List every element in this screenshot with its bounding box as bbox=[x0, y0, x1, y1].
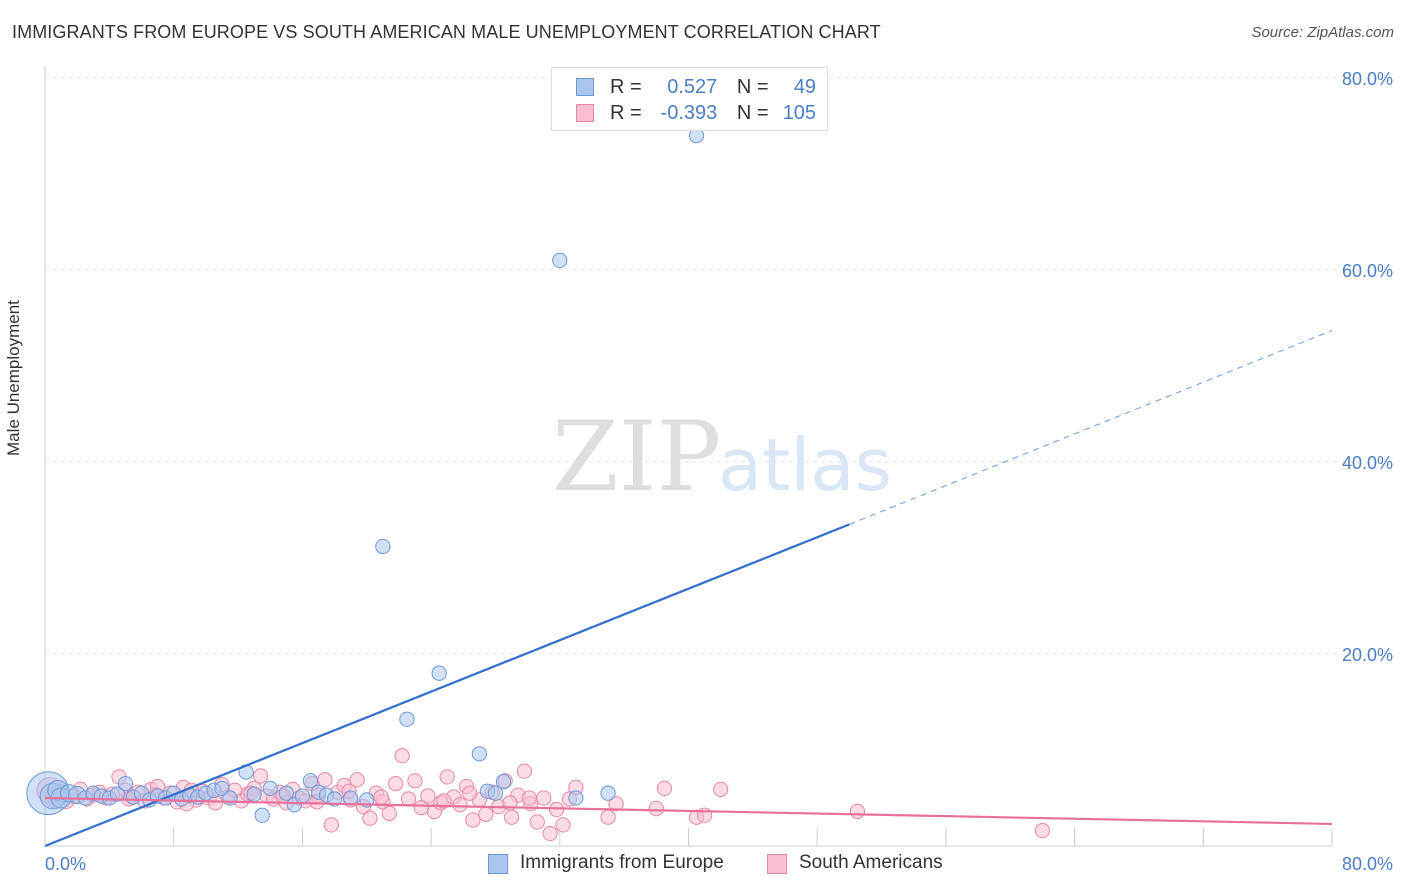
point-south-american bbox=[381, 805, 397, 822]
point-south-american bbox=[516, 763, 533, 779]
point-south-american bbox=[548, 801, 565, 818]
legend-r-label: R = bbox=[610, 102, 642, 124]
y-axis-label: Male Unemployment bbox=[4, 300, 23, 456]
point-europe bbox=[471, 746, 488, 762]
point-south-american bbox=[400, 791, 417, 807]
bottom-legend-label-south-americans: South Americans bbox=[799, 852, 943, 873]
point-south-american bbox=[555, 817, 571, 833]
tick-labels: 20.0% 40.0% 60.0% 80.0% 0.0% 80.0% bbox=[45, 69, 1393, 874]
source-label: Source: ZipAtlas.com bbox=[1251, 24, 1394, 41]
trend-line-europe-extension bbox=[849, 330, 1333, 525]
point-south-american bbox=[713, 781, 729, 798]
legend-n-value: 49 bbox=[793, 76, 817, 98]
legend-swatch-south-americans bbox=[576, 104, 594, 122]
trend-line-europe bbox=[44, 523, 850, 848]
point-europe bbox=[495, 774, 512, 790]
chart-title: IMMIGRANTS FROM EUROPE VS SOUTH AMERICAN… bbox=[12, 22, 881, 42]
correlation-legend: R = 0.527 N = 49 R = -0.393 N = 105 bbox=[551, 67, 828, 131]
legend-n-value: 105 bbox=[782, 102, 817, 124]
legend-r-label: R = bbox=[610, 76, 642, 98]
bottom-legend-swatch-south-americans bbox=[767, 854, 787, 874]
watermark-atlas: atlas bbox=[718, 423, 892, 507]
point-south-american bbox=[849, 803, 866, 820]
x-tick-label: 80.0% bbox=[1342, 854, 1393, 874]
watermark-zip: ZIP bbox=[552, 401, 721, 513]
point-europe bbox=[375, 538, 391, 555]
trend-lines bbox=[44, 330, 1333, 848]
y-tick-label: 40.0% bbox=[1342, 453, 1393, 473]
point-south-american bbox=[536, 790, 552, 806]
y-tick-label: 20.0% bbox=[1342, 645, 1393, 665]
point-south-american bbox=[465, 812, 481, 828]
point-europe bbox=[487, 785, 504, 801]
point-south-american bbox=[648, 800, 664, 817]
point-europe bbox=[326, 791, 343, 807]
legend-n-label: N = bbox=[736, 102, 769, 124]
point-europe bbox=[431, 665, 447, 681]
point-europe bbox=[600, 785, 616, 801]
point-south-american bbox=[462, 785, 478, 801]
point-europe bbox=[552, 252, 568, 269]
point-south-american bbox=[323, 817, 340, 833]
point-south-american bbox=[252, 768, 269, 784]
point-europe bbox=[399, 711, 415, 727]
point-europe bbox=[278, 785, 294, 801]
point-south-american bbox=[600, 809, 616, 825]
watermark: ZIP atlas bbox=[552, 401, 892, 513]
point-europe bbox=[302, 773, 319, 789]
point-south-american bbox=[608, 796, 624, 812]
point-europe bbox=[262, 780, 278, 797]
point-south-american bbox=[436, 793, 452, 809]
point-south-american bbox=[1034, 822, 1051, 839]
grid bbox=[45, 77, 1392, 655]
legend-swatch-europe bbox=[576, 78, 594, 96]
legend-r-value: 0.527 bbox=[667, 76, 718, 98]
point-europe bbox=[246, 786, 262, 802]
legend-n-label: N = bbox=[736, 76, 769, 98]
point-south-american bbox=[439, 769, 455, 785]
point-south-american bbox=[394, 748, 410, 764]
point-south-american bbox=[420, 788, 436, 804]
bottom-legend-label-europe: Immigrants from Europe bbox=[520, 852, 724, 873]
point-south-american bbox=[362, 810, 378, 826]
point-europe bbox=[109, 786, 126, 802]
point-south-american bbox=[452, 797, 468, 813]
y-tick-label: 60.0% bbox=[1342, 261, 1393, 281]
point-europe bbox=[222, 790, 238, 806]
legend-r-value: -0.393 bbox=[660, 102, 718, 124]
point-south-american bbox=[478, 806, 494, 822]
point-europe bbox=[568, 790, 584, 806]
point-south-american bbox=[529, 814, 545, 830]
point-south-american bbox=[521, 790, 537, 806]
trend-line-south-americans bbox=[44, 796, 1333, 826]
y-tick-label: 80.0% bbox=[1342, 69, 1393, 89]
point-south-american bbox=[373, 789, 389, 805]
point-south-american bbox=[407, 773, 423, 789]
point-south-american bbox=[388, 775, 404, 792]
point-europe bbox=[254, 807, 270, 823]
point-europe bbox=[117, 775, 134, 792]
x-tick-label: 0.0% bbox=[45, 854, 86, 874]
bottom-legend-swatch-europe bbox=[488, 854, 508, 874]
point-south-american bbox=[503, 809, 520, 825]
point-south-american bbox=[349, 772, 365, 788]
point-europe bbox=[294, 788, 311, 804]
point-south-american bbox=[542, 825, 558, 842]
point-south-american bbox=[656, 780, 673, 797]
